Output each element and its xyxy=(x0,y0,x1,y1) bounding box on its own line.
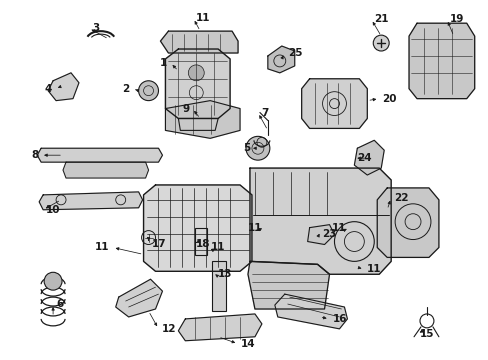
Circle shape xyxy=(138,81,158,100)
Polygon shape xyxy=(178,118,218,130)
Polygon shape xyxy=(160,31,238,53)
Text: 7: 7 xyxy=(261,108,268,117)
Text: 11: 11 xyxy=(247,222,262,233)
Text: 11: 11 xyxy=(366,264,381,274)
Text: 8: 8 xyxy=(31,150,38,160)
Circle shape xyxy=(245,136,269,160)
Polygon shape xyxy=(178,314,262,341)
Polygon shape xyxy=(48,73,79,100)
Text: 5: 5 xyxy=(242,143,249,153)
Text: 13: 13 xyxy=(218,269,232,279)
Text: 18: 18 xyxy=(196,239,210,248)
Text: 17: 17 xyxy=(151,239,166,248)
Polygon shape xyxy=(301,79,366,129)
Polygon shape xyxy=(165,49,230,118)
Polygon shape xyxy=(267,46,294,73)
Text: 23: 23 xyxy=(322,229,336,239)
Polygon shape xyxy=(63,162,148,178)
Text: 10: 10 xyxy=(46,205,61,215)
Polygon shape xyxy=(39,192,142,210)
Text: 22: 22 xyxy=(393,193,408,203)
Polygon shape xyxy=(37,148,162,162)
Text: 14: 14 xyxy=(241,339,255,349)
Text: 4: 4 xyxy=(44,84,52,94)
Bar xyxy=(212,261,225,311)
Text: 21: 21 xyxy=(373,14,388,24)
Polygon shape xyxy=(307,225,334,244)
Text: 3: 3 xyxy=(92,23,99,33)
Circle shape xyxy=(44,272,62,290)
Polygon shape xyxy=(354,140,384,175)
Text: 11: 11 xyxy=(95,243,109,252)
Bar xyxy=(195,228,207,255)
Text: 11: 11 xyxy=(211,243,225,252)
Text: 6: 6 xyxy=(56,299,63,309)
Polygon shape xyxy=(247,261,329,309)
Text: 11: 11 xyxy=(196,13,210,23)
Polygon shape xyxy=(274,294,346,329)
Polygon shape xyxy=(143,185,251,271)
Text: 20: 20 xyxy=(382,94,396,104)
Text: 25: 25 xyxy=(287,48,302,58)
Circle shape xyxy=(372,35,388,51)
Polygon shape xyxy=(249,168,390,274)
Text: 16: 16 xyxy=(332,314,346,324)
Polygon shape xyxy=(408,23,474,99)
Text: 12: 12 xyxy=(161,324,176,334)
Text: 2: 2 xyxy=(122,84,129,94)
Text: 1: 1 xyxy=(160,58,167,68)
Text: 19: 19 xyxy=(449,14,463,24)
Polygon shape xyxy=(376,188,438,257)
Text: 11: 11 xyxy=(331,222,346,233)
Text: 15: 15 xyxy=(419,329,434,339)
Polygon shape xyxy=(165,100,240,138)
Polygon shape xyxy=(116,279,162,317)
Circle shape xyxy=(188,65,204,81)
Text: 9: 9 xyxy=(182,104,189,113)
Text: 24: 24 xyxy=(357,153,371,163)
